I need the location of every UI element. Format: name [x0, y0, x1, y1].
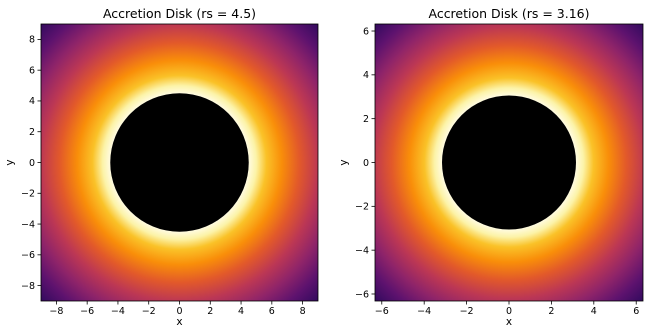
- x-tick-label: 8: [300, 306, 306, 317]
- chart-title: Accretion Disk (rs = 4.5): [103, 6, 256, 21]
- x-tick-label: −2: [142, 306, 156, 317]
- x-tick-label: −6: [80, 306, 94, 317]
- chart-title: Accretion Disk (rs = 3.16): [428, 6, 589, 21]
- y-axis-label: y: [338, 159, 350, 165]
- y-tick-label: 8: [29, 35, 35, 46]
- plot-area: [41, 24, 318, 301]
- y-tick-label: 0: [363, 158, 369, 169]
- x-axis-label: x: [176, 316, 182, 326]
- chart-panel-left: −8 −6 −4 −2 0 2 4 6 8 −8 −6 −4 −2 0 2 4 6 8 Accretion Disk…: [4, 6, 319, 326]
- y-axis-label: y: [4, 159, 16, 165]
- x-tick-label: 4: [591, 306, 597, 317]
- y-tick-label: 2: [363, 114, 369, 125]
- x-tick-label: −4: [111, 306, 125, 317]
- x-tick-label: 2: [548, 306, 554, 317]
- y-tick-label: −6: [21, 250, 35, 261]
- x-tick-label: −4: [417, 306, 431, 317]
- chart-panel-right: −6 −4 −2 0 2 4 6 −6 −4 −2 0 2 4 6 Accretion Disk (rs =…: [338, 6, 644, 326]
- x-tick-label: 6: [633, 306, 639, 317]
- x-tick-label: 0: [176, 306, 182, 317]
- x-axis-label: x: [506, 316, 512, 326]
- y-tick-label: 6: [363, 26, 369, 37]
- event-horizon: [442, 95, 576, 230]
- x-tick-label: 2: [207, 306, 213, 317]
- event-horizon: [110, 93, 249, 232]
- x-tick-label: −2: [460, 306, 474, 317]
- y-tick-label: −6: [355, 289, 369, 300]
- y-tick-label: 4: [363, 70, 369, 81]
- x-tick-label: 4: [238, 306, 244, 317]
- x-tick-label: 0: [506, 306, 512, 317]
- x-tick-label: −6: [375, 306, 389, 317]
- y-tick-label: −2: [355, 202, 369, 213]
- y-tick-label: 2: [29, 127, 35, 138]
- y-tick-label: −2: [21, 189, 35, 200]
- y-tick-label: 6: [29, 65, 35, 76]
- plot-area: [375, 24, 643, 301]
- y-tick-label: −4: [21, 219, 35, 230]
- y-tick-label: −4: [355, 245, 369, 256]
- x-tick-label: 6: [269, 306, 275, 317]
- y-tick-label: 0: [29, 158, 35, 169]
- x-tick-label: −8: [49, 306, 63, 317]
- y-tick-label: −8: [21, 281, 35, 292]
- y-tick-label: 4: [29, 96, 35, 107]
